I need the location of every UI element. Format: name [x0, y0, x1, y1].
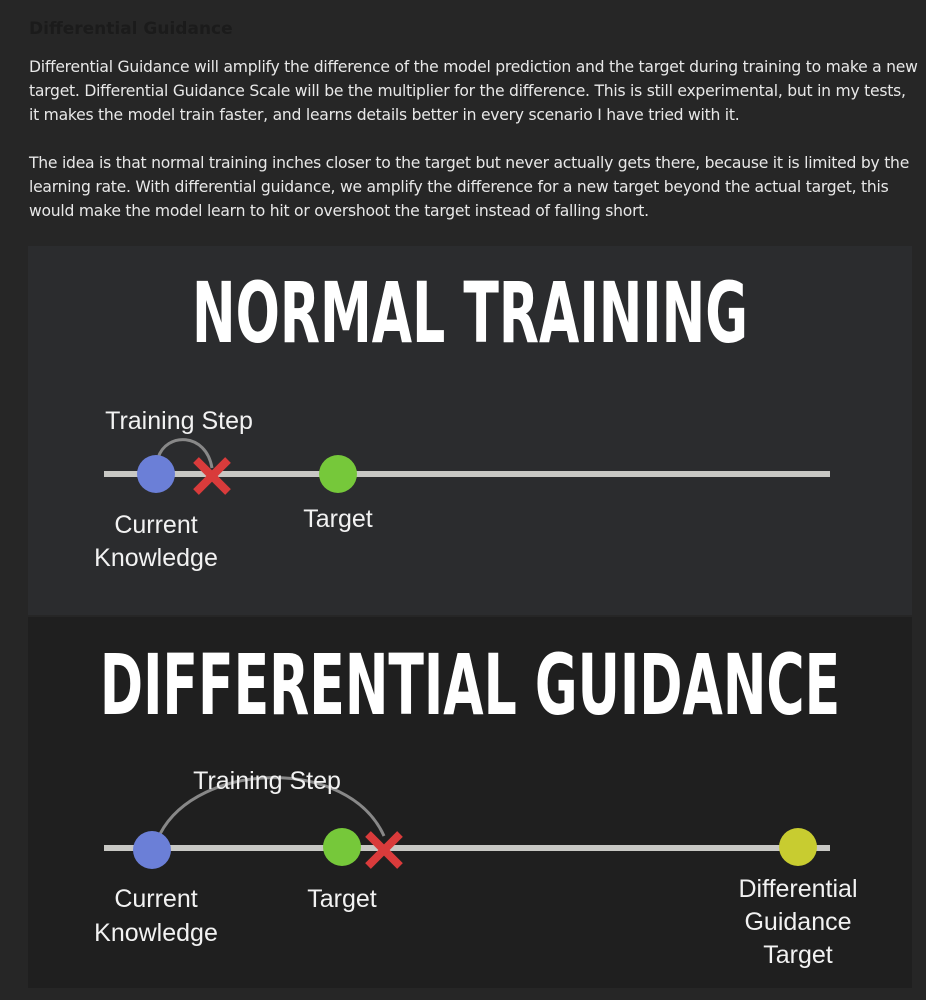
target-dot — [323, 828, 361, 866]
description-paragraph: Differential Guidance will amplify the d… — [29, 58, 918, 124]
training-step-label: Training Step — [193, 767, 341, 795]
dg-target-dot — [779, 828, 817, 866]
current-label-line1: Current — [114, 511, 197, 539]
training-step-arc — [158, 776, 386, 837]
miss-x-icon — [193, 457, 231, 495]
current-knowledge-dot — [133, 831, 171, 869]
training-diagram: NORMAL TRAINING Training Step Current Kn… — [28, 246, 912, 988]
panel-title: DIFFERENTIAL GUIDANCE — [100, 637, 840, 734]
target-dot — [319, 455, 357, 493]
idea-paragraph: The idea is that normal training inches … — [29, 154, 910, 220]
current-knowledge-dot — [137, 455, 175, 493]
current-label-line2: Knowledge — [94, 544, 218, 572]
current-label-line1: Current — [114, 885, 197, 913]
miss-x-icon — [365, 831, 403, 869]
current-label-line2: Knowledge — [94, 919, 218, 947]
training-step-label: Training Step — [105, 407, 253, 435]
dg-target-label-line1: Differential — [738, 875, 857, 903]
training-step-arc — [156, 438, 214, 469]
target-label: Target — [303, 505, 373, 533]
panel-background — [28, 246, 912, 615]
panel-title: NORMAL TRAINING — [192, 265, 748, 362]
panel-background — [28, 617, 912, 988]
differential-guidance-panel: DIFFERENTIAL GUIDANCE Training Step Curr… — [28, 617, 912, 988]
dg-target-label-line2: Guidance — [744, 908, 851, 936]
dg-target-label-line3: Target — [763, 941, 833, 969]
section-heading: Differential Guidance — [29, 19, 233, 39]
target-label: Target — [307, 885, 377, 913]
normal-training-panel: NORMAL TRAINING Training Step Current Kn… — [28, 246, 912, 615]
